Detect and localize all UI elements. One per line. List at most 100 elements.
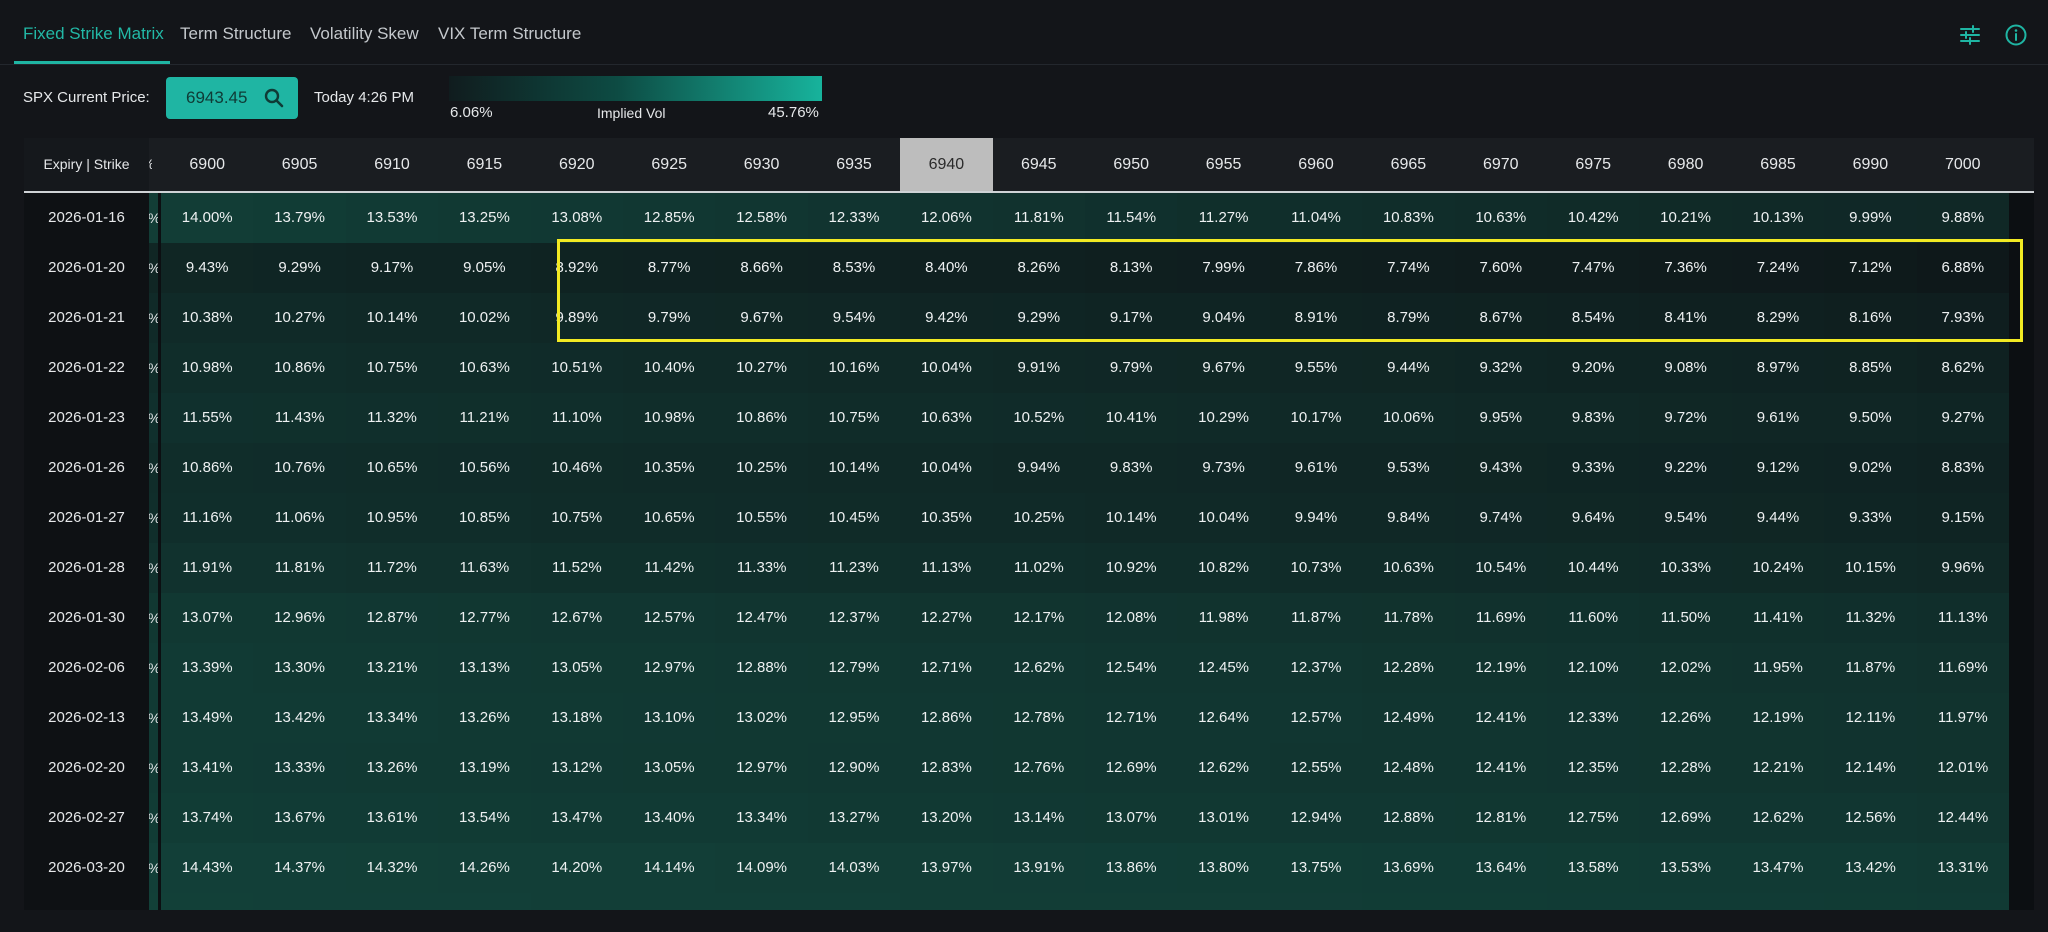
iv-cell[interactable]: 10.73% xyxy=(1269,543,1363,593)
iv-cell[interactable]: 8.97% xyxy=(1731,343,1825,393)
iv-cell[interactable]: 10.13% xyxy=(1731,193,1825,243)
iv-cell[interactable]: 6.88% xyxy=(1916,243,2009,293)
iv-cell[interactable]: 13.54% xyxy=(438,793,531,843)
iv-cell[interactable]: 11.16% xyxy=(161,493,254,543)
iv-cell[interactable]: 13.47% xyxy=(1731,843,1825,893)
iv-cell[interactable]: 11.42% xyxy=(623,543,716,593)
iv-cell[interactable]: 9.15% xyxy=(1916,493,2009,543)
iv-cell[interactable]: 14.31% xyxy=(530,893,623,910)
iv-cell[interactable]: 11.13% xyxy=(900,543,993,593)
iv-cell[interactable]: 10.63% xyxy=(1362,543,1455,593)
iv-cell[interactable]: 13.74% xyxy=(161,793,254,843)
iv-cell[interactable]: 14.53% xyxy=(161,893,254,910)
iv-cell[interactable]: 9.42% xyxy=(900,293,993,343)
iv-cell[interactable]: 13.91% xyxy=(992,843,1085,893)
iv-cell[interactable]: 10.17% xyxy=(1269,393,1363,443)
iv-cell[interactable]: 12.87% xyxy=(345,593,439,643)
strike-header-cell[interactable]: 6930 xyxy=(743,156,780,173)
iv-cell[interactable]: 11.02% xyxy=(992,543,1085,593)
iv-cell[interactable]: 11.95% xyxy=(1731,643,1825,693)
iv-cell[interactable]: 10.14% xyxy=(1085,493,1178,543)
iv-cell[interactable]: 11.55% xyxy=(161,393,254,443)
iv-cell[interactable]: 12.44% xyxy=(1916,793,2009,843)
iv-cell[interactable]: 13.47% xyxy=(530,793,623,843)
iv-cell[interactable]: 10.45% xyxy=(807,493,901,543)
spx-price-value[interactable]: 6943.45 xyxy=(186,88,248,107)
iv-cell[interactable]: 13.12% xyxy=(530,743,623,793)
iv-cell[interactable]: 8.40% xyxy=(900,243,993,293)
iv-cell[interactable]: 12.97% xyxy=(715,743,808,793)
iv-cell[interactable]: 12.62% xyxy=(1177,743,1270,793)
iv-cell[interactable]: 10.04% xyxy=(900,443,993,493)
iv-cell[interactable]: 12.86% xyxy=(900,693,993,743)
iv-cell[interactable]: 8.67% xyxy=(1454,293,1547,343)
iv-cell[interactable]: 13.56% xyxy=(1824,893,1917,910)
tab-volatility-skew[interactable]: Volatility Skew xyxy=(310,24,419,43)
iv-cell[interactable]: 12.94% xyxy=(1269,793,1363,843)
iv-cell[interactable]: 11.78% xyxy=(1362,593,1455,643)
strike-header-cell[interactable]: 6940 xyxy=(900,138,993,191)
iv-cell[interactable]: 13.08% xyxy=(530,193,623,243)
iv-cell[interactable]: 13.39% xyxy=(161,643,254,693)
iv-cell[interactable]: 13.42% xyxy=(253,693,346,743)
sliders-icon[interactable] xyxy=(1958,23,1982,47)
iv-cell[interactable]: 10.56% xyxy=(438,443,531,493)
iv-cell[interactable]: 13.18% xyxy=(530,693,623,743)
iv-cell[interactable]: 12.48% xyxy=(1362,743,1455,793)
iv-cell[interactable]: 13.30% xyxy=(253,643,346,693)
iv-cell[interactable]: 10.63% xyxy=(438,343,531,393)
iv-cell[interactable]: 10.42% xyxy=(1547,193,1640,243)
iv-cell[interactable]: 7.12% xyxy=(1824,243,1917,293)
iv-cell[interactable]: 13.20% xyxy=(900,793,993,843)
iv-cell[interactable]: 13.41% xyxy=(161,743,254,793)
iv-cell[interactable]: 13.49% xyxy=(161,693,254,743)
iv-cell[interactable]: 11.04% xyxy=(1269,193,1363,243)
iv-cell[interactable]: 13.14% xyxy=(992,793,1085,843)
iv-cell[interactable]: 13.93% xyxy=(1177,893,1270,910)
iv-cell[interactable]: 10.38% xyxy=(161,293,254,343)
iv-cell[interactable]: 11.50% xyxy=(1639,593,1732,643)
iv-cell[interactable]: 11.21% xyxy=(438,393,531,443)
iv-cell[interactable]: 9.33% xyxy=(1824,493,1917,543)
iv-cell[interactable]: 8.85% xyxy=(1824,343,1917,393)
iv-cell[interactable]: 12.17% xyxy=(992,593,1085,643)
iv-cell[interactable]: 9.54% xyxy=(1639,493,1732,543)
iv-cell[interactable]: 13.97% xyxy=(900,843,993,893)
iv-cell[interactable]: 9.83% xyxy=(1547,393,1640,443)
iv-cell[interactable]: 12.41% xyxy=(1454,693,1547,743)
iv-cell[interactable]: 10.04% xyxy=(1177,493,1270,543)
iv-cell[interactable]: 14.26% xyxy=(438,843,531,893)
strike-header-cell[interactable]: 6920 xyxy=(558,156,595,173)
iv-cell[interactable]: 13.75% xyxy=(1269,843,1363,893)
iv-cell[interactable]: 11.98% xyxy=(1177,593,1270,643)
strike-header-cell[interactable]: 6925 xyxy=(651,156,687,173)
iv-cell[interactable]: 8.83% xyxy=(1916,443,2009,493)
iv-cell[interactable]: 9.99% xyxy=(1824,193,1917,243)
iv-cell[interactable]: 12.97% xyxy=(623,643,716,693)
iv-cell[interactable]: 13.61% xyxy=(1731,893,1825,910)
iv-cell[interactable]: 14.09% xyxy=(900,893,993,910)
iv-cell[interactable]: 12.33% xyxy=(807,193,901,243)
iv-cell[interactable]: 11.87% xyxy=(1824,643,1917,693)
iv-cell[interactable]: 14.36% xyxy=(438,893,531,910)
iv-cell[interactable]: 14.09% xyxy=(715,843,808,893)
iv-cell[interactable]: 7.86% xyxy=(1269,243,1363,293)
iv-cell[interactable]: 12.88% xyxy=(715,643,808,693)
iv-cell[interactable]: 11.97% xyxy=(1916,693,2009,743)
iv-cell[interactable]: 12.47% xyxy=(715,593,808,643)
iv-cell[interactable]: 13.46% xyxy=(1916,893,2009,910)
iv-cell[interactable]: 14.42% xyxy=(345,893,439,910)
iv-cell[interactable]: 10.98% xyxy=(161,343,254,393)
iv-cell[interactable]: 13.53% xyxy=(1639,843,1732,893)
iv-cell[interactable]: 12.77% xyxy=(438,593,531,643)
search-icon[interactable] xyxy=(262,86,286,110)
iv-cell[interactable]: 9.61% xyxy=(1731,393,1825,443)
iv-cell[interactable]: 12.45% xyxy=(1177,643,1270,693)
iv-cell[interactable]: 8.29% xyxy=(1731,293,1825,343)
iv-cell[interactable]: 10.63% xyxy=(900,393,993,443)
iv-cell[interactable]: 10.85% xyxy=(438,493,531,543)
iv-cell[interactable]: 13.69% xyxy=(1362,843,1455,893)
iv-cell[interactable]: 9.50% xyxy=(1824,393,1917,443)
iv-cell[interactable]: 12.62% xyxy=(992,643,1085,693)
iv-cell[interactable]: 13.82% xyxy=(1362,893,1455,910)
